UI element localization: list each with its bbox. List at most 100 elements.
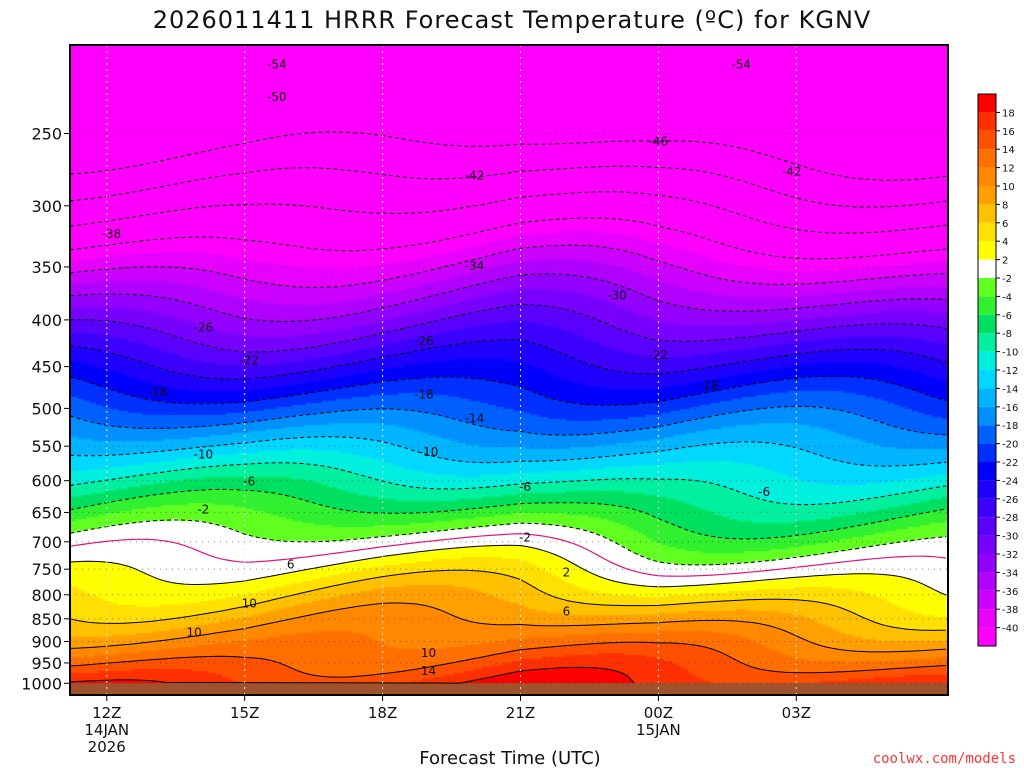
y-tick-label: 300 <box>31 197 62 216</box>
contour-label: -6 <box>519 480 531 494</box>
x-tick-label: 03Z <box>782 704 811 722</box>
contour-label: 2 <box>563 565 571 579</box>
colorbar-swatch <box>978 443 996 462</box>
credit-text: coolwx.com/models <box>873 751 1016 767</box>
colorbar-swatch <box>978 149 996 168</box>
colorbar-label: 8 <box>1002 200 1008 211</box>
isotherm-contour <box>69 244 947 288</box>
colorbar-swatch <box>978 94 996 113</box>
colorbar-swatch <box>978 480 996 499</box>
colorbar-swatch <box>978 517 996 536</box>
isotherm-contour <box>69 339 947 380</box>
colorbar-label: -38 <box>1002 605 1018 616</box>
x-tick-label: 00Z <box>644 704 673 722</box>
colorbar-label: 4 <box>1002 237 1008 248</box>
isotherm-contour <box>69 519 947 566</box>
colorbar-label: 14 <box>1002 145 1015 156</box>
colorbar-swatch <box>978 333 996 352</box>
colorbar-swatch <box>978 554 996 573</box>
colorbar-swatch <box>978 609 996 628</box>
isotherm-contour <box>69 641 947 678</box>
colorbar-swatch <box>978 590 996 610</box>
isotherm-contour <box>69 405 947 436</box>
x-axis-title: Forecast Time (UTC) <box>419 748 600 768</box>
colorbar-swatch <box>978 535 996 554</box>
contour-label: -18 <box>699 379 719 393</box>
colorbar-swatch <box>978 222 996 242</box>
y-tick-label: 500 <box>31 399 62 418</box>
colorbar-swatch <box>978 314 996 334</box>
colorbar-label: -24 <box>1002 476 1018 487</box>
colorbar-label: 18 <box>1002 108 1015 119</box>
contour-label: -50 <box>267 90 287 104</box>
contour-label: -54 <box>731 57 751 71</box>
colorbar-label: -10 <box>1002 348 1018 359</box>
contour-label: -22 <box>239 353 259 367</box>
isotherm-contour <box>69 375 947 406</box>
colorbar-swatch <box>978 112 996 131</box>
colorbar-swatch <box>978 572 996 591</box>
y-tick-label: 600 <box>31 472 62 491</box>
colorbar-label: -4 <box>1002 292 1012 303</box>
colorbar-label: 12 <box>1002 164 1015 175</box>
contour-label: 6 <box>287 557 295 571</box>
contour-label: 10 <box>242 597 257 611</box>
y-tick-label: 900 <box>31 632 62 651</box>
chart-title: 2026011411 HRRR Forecast Temperature (ºC… <box>153 6 872 34</box>
x-tick-label: 15JAN <box>636 721 681 739</box>
x-tick-label: 12Z <box>92 704 121 722</box>
colorbar-label: -36 <box>1002 587 1018 598</box>
colorbar-label: -32 <box>1002 550 1018 561</box>
x-tick-label: 18Z <box>368 704 397 722</box>
isotherm-contour <box>69 544 947 596</box>
colorbar-label: -20 <box>1002 440 1018 451</box>
contour-label: 10 <box>421 646 436 660</box>
colorbar-label: -16 <box>1002 403 1018 414</box>
colorbar-swatch <box>978 388 996 407</box>
colorbar-label: -28 <box>1002 513 1018 524</box>
isotherm-contour <box>69 436 947 467</box>
colorbar-swatch <box>978 462 996 481</box>
x-tick-label: 15Z <box>230 704 259 722</box>
colorbar-swatch <box>978 259 996 278</box>
colorbar-label: -26 <box>1002 495 1018 506</box>
isotherm-contour <box>69 217 947 260</box>
contour-label: -26 <box>414 334 434 348</box>
contour-label: -14 <box>465 412 485 426</box>
contour-label: -42 <box>465 169 485 183</box>
isotherm-contour <box>69 488 947 540</box>
contour-label: -2 <box>197 502 209 516</box>
contour-label: -34 <box>465 259 485 273</box>
colorbar-label: -14 <box>1002 384 1018 395</box>
colorbar-swatch <box>978 278 996 297</box>
contour-label: -38 <box>102 227 122 241</box>
contour-label: -10 <box>194 448 214 462</box>
y-tick-label: 550 <box>31 437 62 456</box>
colorbar-label: 6 <box>1002 219 1008 230</box>
colorbar-label: -8 <box>1002 329 1012 340</box>
x-tick-label: 2026 <box>88 738 126 756</box>
colorbar-swatch <box>978 186 996 205</box>
contour-label: -2 <box>519 530 531 544</box>
isotherm-contour <box>69 165 947 208</box>
isotherm-contour <box>70 303 947 353</box>
contour-label: -26 <box>194 321 214 335</box>
colorbar-label: -30 <box>1002 532 1018 543</box>
freezing-line <box>69 533 947 577</box>
contour-label: -18 <box>148 385 168 399</box>
isotherm-contour <box>69 666 635 684</box>
y-tick-label: 950 <box>31 654 62 673</box>
y-tick-label: 750 <box>31 560 62 579</box>
plot-area <box>69 45 948 695</box>
contour-label: -42 <box>782 164 802 178</box>
colorbar-swatch <box>978 627 996 646</box>
colorbar-swatch <box>978 406 996 426</box>
contour-label: 6 <box>563 604 571 618</box>
colorbar-swatch <box>978 167 996 186</box>
contour-label: -46 <box>649 134 669 148</box>
colorbar-label: 10 <box>1002 182 1015 193</box>
colorbar-swatch <box>978 130 996 150</box>
contour-label: 14 <box>421 664 436 678</box>
colorbar-label: -40 <box>1002 624 1018 635</box>
